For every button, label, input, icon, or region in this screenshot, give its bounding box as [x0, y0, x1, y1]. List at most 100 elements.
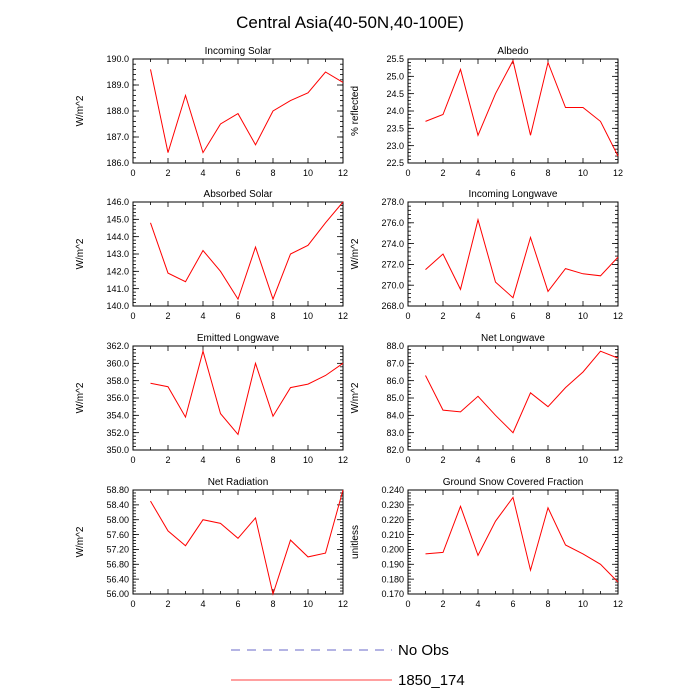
panel-title: Albedo	[497, 46, 529, 57]
data-point	[600, 275, 601, 276]
x-tick-label: 2	[165, 455, 170, 465]
data-point	[477, 135, 478, 136]
x-tick-label: 2	[165, 599, 170, 609]
data-point	[255, 246, 256, 247]
y-tick-label: 187.0	[106, 132, 129, 142]
y-tick-label: 56.40	[106, 574, 129, 584]
data-point	[442, 253, 443, 254]
data-point	[460, 411, 461, 412]
x-tick-label: 10	[578, 599, 588, 609]
data-point	[582, 553, 583, 554]
x-tick-label: 2	[440, 311, 445, 321]
data-point	[272, 298, 273, 299]
data-point	[512, 497, 513, 498]
y-tick-label: 141.0	[106, 284, 129, 294]
data-point	[307, 384, 308, 385]
data-point	[342, 201, 343, 202]
data-point	[342, 363, 343, 364]
series-line-1850_174	[150, 489, 344, 596]
data-point	[425, 121, 426, 122]
y-tick-label: 87.0	[386, 359, 404, 369]
x-tick-label: 8	[270, 311, 275, 321]
y-tick-label: 23.5	[386, 124, 404, 134]
y-tick-label: 83.0	[386, 428, 404, 438]
y-tick-label: 56.00	[106, 589, 129, 599]
y-tick-label: 362.0	[106, 341, 129, 351]
plot-frame	[407, 201, 619, 307]
panel-5: Emitted Longwave W/m^2 0 2 4 6 8 10 12 350.0 352.0…	[75, 333, 348, 465]
x-tick-label: 6	[510, 599, 515, 609]
x-tick-label: 2	[165, 311, 170, 321]
data-point	[185, 416, 186, 417]
data-point	[342, 489, 343, 490]
y-tick-label: 354.0	[106, 411, 129, 421]
data-point	[237, 538, 238, 539]
panel-title: Incoming Longwave	[469, 189, 558, 200]
y-tick-label: 86.0	[386, 376, 404, 386]
y-tick-label: 140.0	[106, 301, 129, 311]
x-tick-label: 6	[510, 168, 515, 178]
y-tick-label: 146.0	[106, 197, 129, 207]
y-tick-label: 57.60	[106, 530, 129, 540]
data-point	[290, 100, 291, 101]
data-point	[325, 71, 326, 72]
data-point	[477, 219, 478, 220]
data-point	[565, 544, 566, 545]
data-point	[290, 253, 291, 254]
data-point	[150, 222, 151, 223]
x-tick-label: 12	[338, 168, 348, 178]
data-point	[237, 434, 238, 435]
data-point	[237, 298, 238, 299]
panel-title: Net Longwave	[481, 333, 545, 344]
data-point	[150, 501, 151, 502]
data-point	[325, 553, 326, 554]
y-tick-label: 24.5	[386, 89, 404, 99]
data-point	[307, 556, 308, 557]
data-point	[150, 383, 151, 384]
data-point	[342, 82, 343, 83]
y-tick-label: 25.5	[386, 54, 404, 64]
x-tick-label: 12	[613, 455, 623, 465]
series-line-1850_174	[425, 59, 619, 157]
data-point	[272, 593, 273, 594]
x-tick-label: 12	[338, 311, 348, 321]
x-tick-label: 10	[303, 455, 313, 465]
y-axis-label: % reflected	[350, 86, 361, 136]
y-tick-label: 360.0	[106, 359, 129, 369]
x-tick-label: 12	[613, 599, 623, 609]
data-point	[220, 413, 221, 414]
y-tick-label: 190.0	[106, 54, 129, 64]
x-tick-label: 8	[545, 168, 550, 178]
data-point	[547, 406, 548, 407]
x-tick-label: 0	[130, 168, 135, 178]
y-tick-label: 144.0	[106, 232, 129, 242]
data-point	[167, 386, 168, 387]
data-point	[237, 113, 238, 114]
y-tick-label: 189.0	[106, 80, 129, 90]
legend-label-1: No Obs	[398, 642, 449, 659]
data-point	[272, 416, 273, 417]
data-point	[202, 250, 203, 251]
y-tick-label: 58.00	[106, 515, 129, 525]
data-point	[167, 530, 168, 531]
plot-frame	[132, 58, 344, 164]
data-point	[167, 152, 168, 153]
y-axis-label: W/m^2	[75, 526, 86, 557]
data-point	[495, 281, 496, 282]
data-point	[460, 506, 461, 507]
data-point	[477, 396, 478, 397]
data-point	[600, 351, 601, 352]
x-tick-label: 2	[440, 455, 445, 465]
data-point	[477, 555, 478, 556]
legend: No Obs 1850_174	[231, 642, 465, 689]
plot-frame	[407, 58, 619, 164]
y-tick-label: 57.20	[106, 545, 129, 555]
panel-title: Net Radiation	[208, 477, 269, 488]
y-tick-label: 25.0	[386, 72, 404, 82]
data-point	[547, 507, 548, 508]
x-tick-label: 0	[405, 455, 410, 465]
y-tick-label: 145.0	[106, 215, 129, 225]
data-point	[202, 351, 203, 352]
x-tick-label: 4	[200, 455, 205, 465]
y-tick-label: 268.0	[381, 301, 404, 311]
